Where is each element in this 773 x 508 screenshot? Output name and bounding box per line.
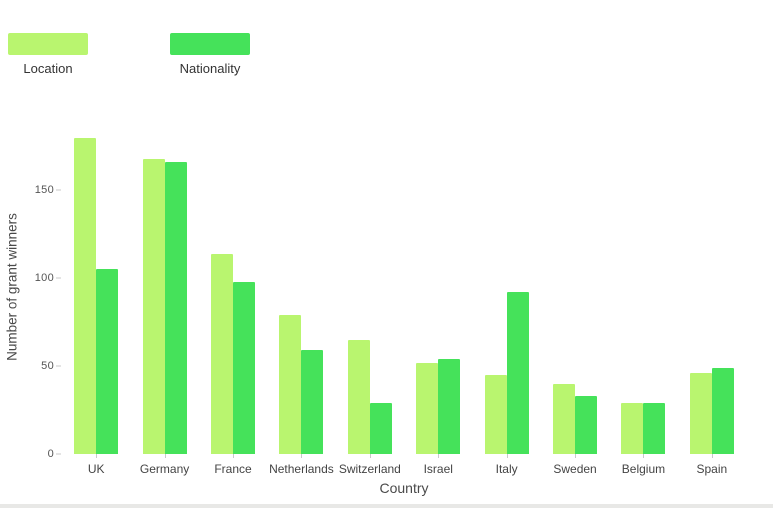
bar-location-belgium [621,403,644,454]
y-tick-label: 50 [41,360,54,373]
bar-location-italy [484,374,507,454]
x-tick-label: Germany [139,462,190,476]
bar-group-switzerland [336,120,404,454]
bar-location-israel [416,362,439,454]
bar-group-spain [678,120,746,454]
bar-group-uk [62,120,130,454]
x-tick-mark [506,454,508,458]
bar-group-israel [404,120,472,454]
y-tick-label: 0 [47,448,54,460]
bar-group-netherlands [267,120,335,454]
bar-group-italy [472,120,540,454]
legend-item-location[interactable]: Location [8,33,88,76]
x-category-spain: Spain [678,454,746,484]
bar-group-germany [130,120,198,454]
x-category-belgium: Belgium [609,454,677,484]
legend: Location Nationality [8,33,250,76]
x-tick-mark [575,454,577,458]
legend-item-nationality[interactable]: Nationality [170,33,250,76]
x-tick-mark [301,454,303,458]
legend-label-location: Location [23,61,73,76]
bar-nationality-italy [506,292,529,454]
x-tick-mark [643,454,645,458]
x-category-germany: Germany [130,454,198,484]
bar-nationality-belgium [643,403,666,454]
x-tick-mark [711,454,713,458]
x-tick-mark [96,454,98,458]
y-tick-mark [56,365,61,367]
x-tick-label: Spain [696,462,728,476]
bar-location-sweden [553,383,576,454]
bar-location-germany [142,158,165,454]
bar-group-france [199,120,267,454]
x-category-israel: Israel [404,454,472,484]
x-category-uk: UK [62,454,130,484]
bar-location-uk [74,137,97,454]
x-category-italy: Italy [472,454,540,484]
x-tick-label: Israel [423,462,453,476]
x-tick-mark [369,454,371,458]
bar-nationality-uk [96,269,119,454]
y-axis: 0 50 100 150 [0,120,62,460]
x-tick-label: France [214,462,252,476]
bottom-edge-strip [0,504,773,508]
y-tick-label: 150 [34,184,54,197]
plot-area [62,120,746,454]
x-axis: UK Germany France Netherlands Switzerland Isr… [62,454,746,484]
x-tick-label: Switzerland [338,462,401,476]
bar-nationality-sweden [575,396,598,454]
x-axis-title: Country [379,480,429,496]
x-tick-mark [438,454,440,458]
legend-swatch-location [8,33,88,55]
x-tick-label: Italy [495,462,518,476]
bar-nationality-netherlands [301,350,324,454]
x-tick-mark [233,454,235,458]
bar-group-belgium [609,120,677,454]
x-category-netherlands: Netherlands [267,454,335,484]
bar-location-switzerland [347,339,370,454]
legend-label-nationality: Nationality [179,61,241,76]
y-tick-mark [56,277,61,279]
bar-nationality-germany [164,162,187,454]
x-category-switzerland: Switzerland [336,454,404,484]
x-tick-label: UK [87,462,105,476]
y-tick-mark [56,453,61,455]
bar-nationality-spain [711,367,734,454]
bar-location-spain [689,373,712,454]
bar-nationality-france [233,281,256,454]
y-tick-label: 100 [34,272,54,285]
bar-group-sweden [541,120,609,454]
y-tick-mark [56,189,61,191]
bar-location-netherlands [279,315,302,454]
bar-nationality-israel [438,359,461,454]
x-tick-mark [164,454,166,458]
x-tick-label: Netherlands [269,462,334,476]
bar-groups [62,120,746,454]
bar-location-france [211,253,234,454]
x-tick-label: Belgium [621,462,666,476]
x-tick-label: Sweden [553,462,597,476]
x-category-france: France [199,454,267,484]
bar-nationality-switzerland [369,403,392,454]
legend-swatch-nationality [170,33,250,55]
x-category-sweden: Sweden [541,454,609,484]
